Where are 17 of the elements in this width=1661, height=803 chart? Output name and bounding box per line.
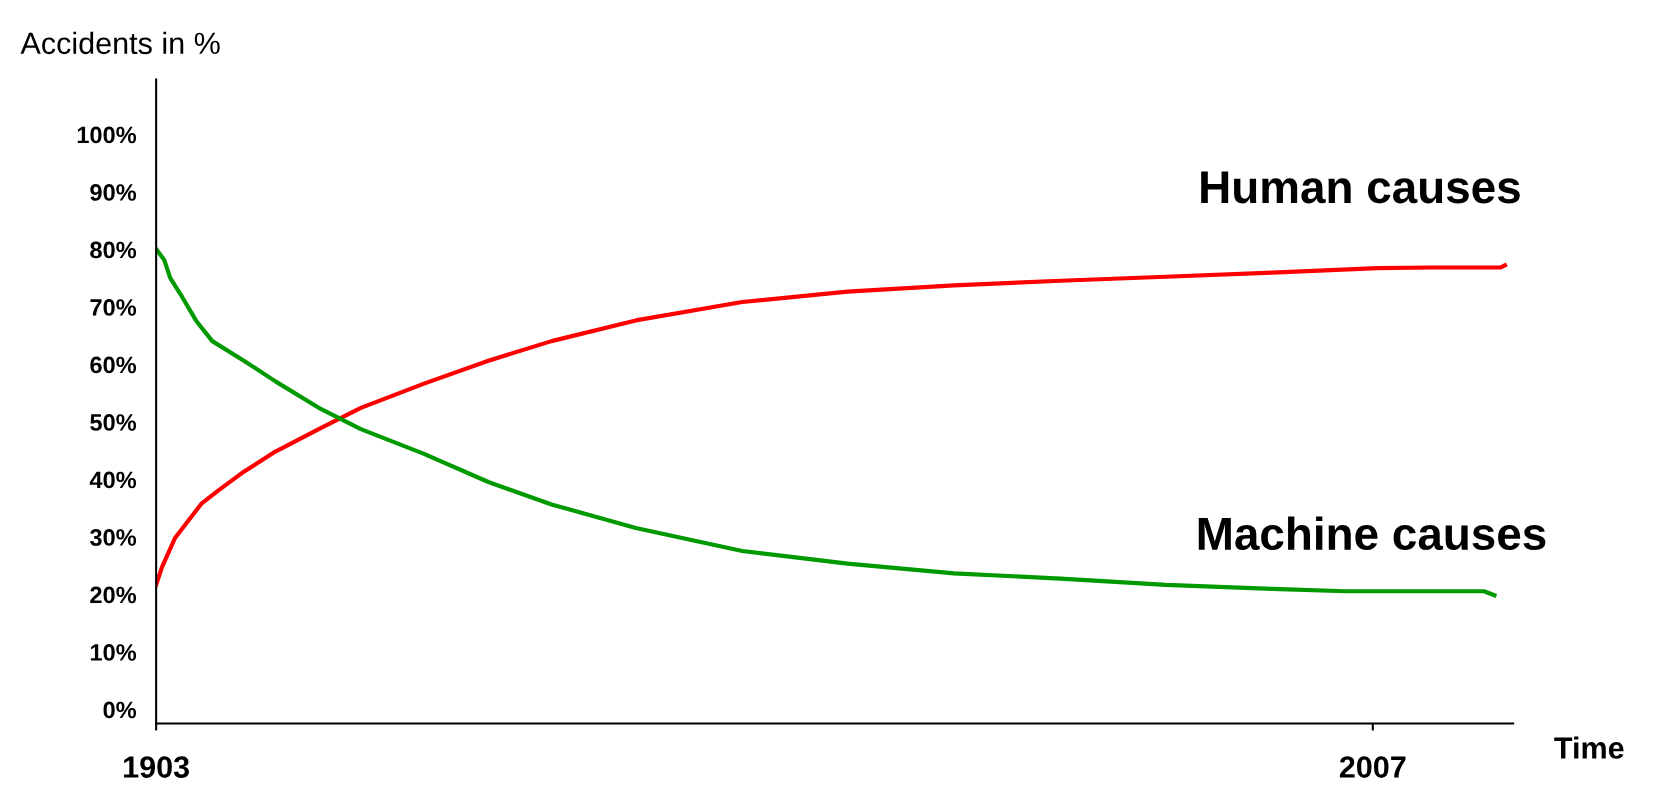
y-tick-label: 10%: [90, 644, 137, 661]
x-axis-title: Time: [1554, 736, 1624, 759]
y-tick-label: 90%: [90, 184, 137, 201]
y-tick-label: 60%: [90, 356, 137, 374]
series-label: Human causes: [1201, 171, 1520, 204]
y-tick-label: 30%: [89, 529, 137, 546]
y-tick-label: 50%: [90, 414, 137, 431]
y-tick-label: 80%: [90, 241, 137, 259]
y-tick-label: 40%: [89, 471, 137, 489]
y-tick-label: 20%: [90, 586, 137, 604]
y-tick-label: 70%: [90, 299, 137, 316]
series-label: Machine causes: [1198, 516, 1546, 551]
y-tick-label: 0%: [103, 701, 137, 719]
x-tick-label: 1903: [124, 756, 190, 778]
x-tick-label: 2007: [1339, 756, 1406, 778]
y-axis-title: Accidents in %: [20, 31, 220, 55]
y-tick-label: 100%: [77, 126, 137, 144]
